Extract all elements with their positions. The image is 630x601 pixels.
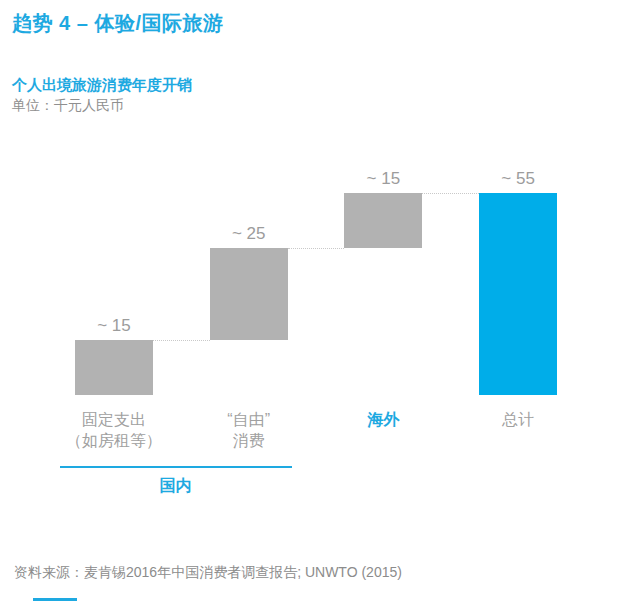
bar-fixed-spend (75, 340, 153, 395)
category-label-line: （如房租等） (39, 430, 189, 451)
bar-free-spend (210, 248, 288, 340)
source-note: 资料来源：麦肯锡2016年中国消费者调查报告; UNWTO (2015) (14, 564, 402, 582)
slide: 趋势 4 – 体验/国际旅游 个人出境旅游消费年度开销 单位：千元人民币 ~ 1… (0, 0, 630, 601)
category-label-line: 海外 (308, 409, 458, 430)
value-label-fixed-spend: ~ 15 (64, 316, 164, 336)
domestic-bracket-label: 国内 (136, 476, 216, 497)
bar-overseas (344, 193, 422, 248)
value-label-free-spend: ~ 25 (199, 224, 299, 244)
category-label-line: 总计 (443, 409, 593, 430)
bar-total (479, 193, 557, 395)
category-label-overseas: 海外 (308, 409, 458, 430)
value-label-total: ~ 55 (468, 169, 568, 189)
waterfall-chart: ~ 15 固定支出（如房租等） ~ 25 “自由”消费 ~ 15 海外 ~ 55 总计国内 (0, 0, 630, 601)
category-label-line: “自由” (174, 409, 324, 430)
category-label-line: 消费 (174, 430, 324, 451)
step-connector (153, 340, 210, 341)
step-connector (288, 248, 345, 249)
category-label-total: 总计 (443, 409, 593, 430)
category-label-free-spend: “自由”消费 (174, 409, 324, 451)
category-label-line: 固定支出 (39, 409, 189, 430)
step-connector (422, 193, 479, 194)
category-label-fixed-spend: 固定支出（如房租等） (39, 409, 189, 451)
domestic-bracket-line (60, 466, 292, 468)
value-label-overseas: ~ 15 (333, 169, 433, 189)
